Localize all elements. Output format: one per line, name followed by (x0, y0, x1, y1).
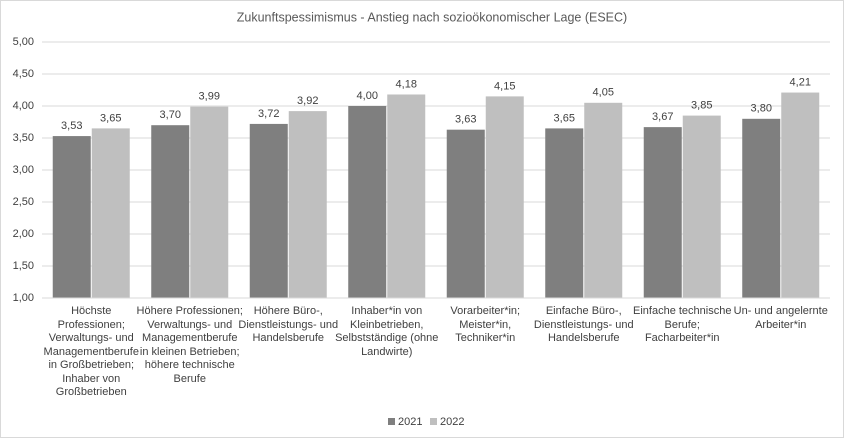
data-label: 3,65 (100, 112, 121, 124)
bar (781, 92, 820, 298)
y-tick-label: 2,50 (13, 196, 34, 208)
x-tick-label: Vorarbeiter*in; Meister*in, Techniker*in (450, 305, 521, 344)
y-tick-label: 1,50 (13, 260, 34, 272)
legend-label: 2022 (440, 416, 464, 428)
bar (151, 125, 190, 298)
data-label: 4,18 (396, 78, 417, 90)
y-tick-label: 3,50 (13, 132, 34, 144)
bar (682, 115, 721, 298)
bar (742, 118, 781, 298)
data-label: 3,99 (199, 91, 220, 103)
data-label: 4,21 (790, 76, 811, 88)
bar (387, 94, 426, 298)
bar (249, 123, 288, 298)
bar (545, 128, 584, 298)
data-label: 4,00 (357, 90, 378, 102)
x-tick-label: Höhere Professionen; Verwaltungs- und Ma… (136, 305, 243, 385)
data-label: 4,05 (593, 87, 614, 99)
bar (348, 106, 387, 298)
bar (52, 136, 91, 298)
chart-title: Zukunftspessimismus - Anstieg nach sozio… (237, 10, 627, 24)
y-tick-label: 5,00 (13, 36, 34, 48)
bar (91, 128, 130, 298)
x-tick-label: Einfache technische Berufe; Facharbeiter… (633, 305, 732, 344)
bar (584, 102, 623, 298)
data-label: 3,67 (652, 111, 673, 123)
legend-swatch (430, 418, 437, 425)
legend-label: 2021 (398, 416, 422, 428)
data-label: 3,65 (554, 112, 575, 124)
y-tick-label: 4,00 (13, 100, 34, 112)
y-tick-label: 2,00 (13, 228, 34, 240)
data-label: 3,70 (160, 109, 181, 121)
x-tick-label: Einfache Büro-, Dienstleistungs- und Han… (533, 305, 634, 344)
data-label: 3,63 (455, 114, 476, 126)
y-tick-label: 4,50 (13, 68, 34, 80)
x-tick-label: Höchste Professionen; Verwaltungs- und M… (43, 305, 139, 398)
bar (643, 127, 682, 299)
x-tick-label: Höhere Büro-, Dienstleistungs- und Hande… (238, 305, 339, 344)
data-label: 3,72 (258, 108, 279, 120)
bar (190, 106, 229, 298)
x-tick-label: Inhaber*in von Kleinbetrieben, Selbststä… (335, 305, 439, 358)
bar (446, 129, 485, 298)
y-tick-label: 3,00 (13, 164, 34, 176)
data-label: 3,92 (297, 95, 318, 107)
data-label: 4,15 (494, 80, 515, 92)
data-label: 3,85 (691, 100, 712, 112)
data-label: 3,53 (61, 120, 82, 132)
y-tick-label: 1,00 (13, 292, 34, 304)
data-label: 3,80 (751, 103, 772, 115)
legend-swatch (388, 418, 395, 425)
x-tick-label: Un- und angelernte Arbeiter*in (733, 305, 828, 331)
bar (485, 96, 524, 299)
bar (288, 111, 327, 299)
